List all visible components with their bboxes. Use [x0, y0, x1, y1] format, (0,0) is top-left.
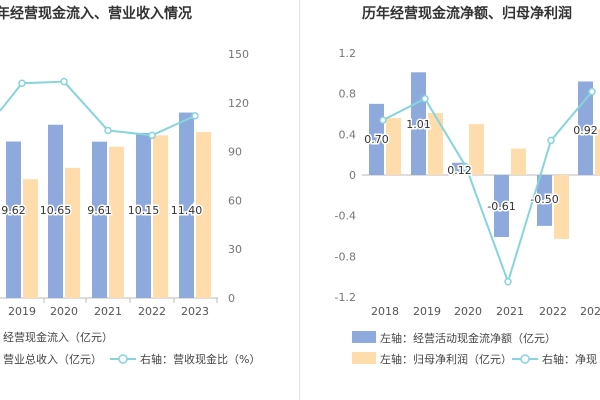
- chart-1-right-tick: 60: [228, 194, 242, 207]
- chart-1-bar-revenue: [65, 167, 80, 298]
- chart-2-x-label: 2020: [454, 305, 482, 318]
- chart-1-legend-cash-inflow: 经营现金流入（亿元）: [3, 330, 113, 344]
- chart-2-data-label: 0.12: [447, 164, 472, 177]
- chart-2-x-label: 2021: [496, 305, 524, 318]
- chart-1-legend-line-dot: [118, 354, 128, 364]
- chart-1-data-label: 10.65: [40, 204, 72, 217]
- chart-1-right-tick: 120: [228, 97, 249, 110]
- chart-2-bar-cash-net: [494, 175, 509, 238]
- chart-1-right-tick: 0: [228, 292, 235, 305]
- chart-1-bar-cash-inflow: [179, 112, 194, 298]
- chart-1-x-label: 2022: [138, 305, 166, 318]
- chart-2-left-tick: -0.8: [335, 250, 356, 263]
- chart-2-bar-net-profit: [428, 112, 443, 175]
- chart-2-data-label: 0.70: [364, 133, 389, 146]
- chart-2-line-point: [379, 116, 387, 124]
- chart-2-legend-net-profit: 左轴：归母净利润（亿元）: [380, 352, 512, 366]
- chart-1-right-tick: 150: [228, 48, 249, 61]
- chart-2-left-tick: 0.4: [339, 128, 357, 141]
- chart-1-data-label: 9.61: [87, 204, 112, 217]
- chart-2-left-tick: 1.2: [339, 47, 357, 60]
- chart-1-bar-revenue: [109, 146, 124, 298]
- chart-1-bar-revenue: [23, 179, 38, 298]
- chart-2-title: 历年经营现金流净额、归母净利润: [362, 5, 572, 22]
- chart-2-data-label: 1.01: [406, 118, 431, 131]
- chart-1-line-ratio: [0, 80, 196, 137]
- chart-1-line-point: [60, 77, 68, 86]
- chart-1-bar-revenue: [196, 132, 211, 298]
- chart-2-left-tick: 0.8: [339, 88, 357, 101]
- chart-1-title: 年经营现金流入、营业收入情况: [0, 5, 192, 22]
- panel-divider: [299, 0, 300, 400]
- chart-1-data-label: 11.40: [171, 204, 203, 217]
- chart-2-line-point: [421, 95, 429, 103]
- chart-2-x-label: 2022: [539, 305, 567, 318]
- chart-1-line-point: [104, 126, 112, 135]
- chart-1-line-point: [148, 131, 156, 140]
- chart-2-left-tick: -0.4: [335, 210, 356, 223]
- chart-1-right-tick: 90: [228, 146, 242, 159]
- chart-2-bar-net-profit: [554, 175, 569, 240]
- chart-2-bar-net-profit: [511, 148, 526, 175]
- chart-2-line-point: [547, 136, 555, 145]
- chart-1-x-label: 2021: [94, 305, 122, 318]
- chart-2-bar-net-profit: [595, 129, 600, 175]
- chart-2-legend-marker-net-profit: [352, 352, 376, 364]
- chart-1-x-label: 2020: [50, 305, 78, 318]
- chart-2-legend-ratio: 右轴：净现: [542, 352, 597, 366]
- chart-1-data-label: 10.15: [128, 204, 160, 217]
- chart-1-bar-cash-inflow: [136, 132, 151, 298]
- chart-1-legend-revenue: 营业总收入（亿元）: [3, 352, 102, 366]
- chart-2-line-ratio: [382, 90, 593, 285]
- chart-1-bar-cash-inflow: [92, 141, 107, 298]
- chart-2-data-label: -0.61: [487, 200, 515, 213]
- chart-1-line-point: [18, 79, 26, 88]
- chart-2-line-point: [462, 163, 470, 171]
- chart-1-right-tick: 30: [228, 243, 242, 256]
- chart-2-left-tick: -1.2: [335, 291, 356, 304]
- chart-1-bar-cash-inflow: [6, 141, 21, 298]
- chart-1-legend-ratio: 右轴：营收现金比（%）: [140, 352, 260, 366]
- chart-1-data-label: 9.62: [1, 204, 26, 217]
- chart-2-bar-net-profit: [386, 118, 401, 175]
- chart-1-bar-cash-inflow: [48, 124, 63, 298]
- chart-2-line-point: [588, 87, 596, 96]
- chart-2-line-point: [504, 278, 512, 286]
- chart-2-x-label: 2019: [413, 305, 441, 318]
- chart-1-x-label: 2019: [8, 305, 36, 318]
- chart-2-data-label: 0.92: [573, 124, 598, 137]
- chart-2-left-tick: 0: [349, 169, 356, 182]
- chart-2-x-label: 2018: [371, 305, 399, 318]
- chart-2-legend-marker-cash-net: [352, 331, 376, 343]
- chart-1-x-label: 2023: [181, 305, 209, 318]
- chart-1-line-point: [191, 112, 199, 120]
- chart-2-legend-line-dot: [520, 354, 530, 364]
- chart-2-bar-net-profit: [469, 124, 484, 175]
- chart-2-legend-cash-net: 左轴：经营活动现金流净额（亿元）: [380, 331, 556, 345]
- chart-2-x-label: 2023: [580, 305, 600, 318]
- chart-2-bar-cash-net: [537, 175, 552, 226]
- chart-1-bar-revenue: [153, 135, 168, 298]
- chart-2-data-label: -0.50: [530, 193, 558, 206]
